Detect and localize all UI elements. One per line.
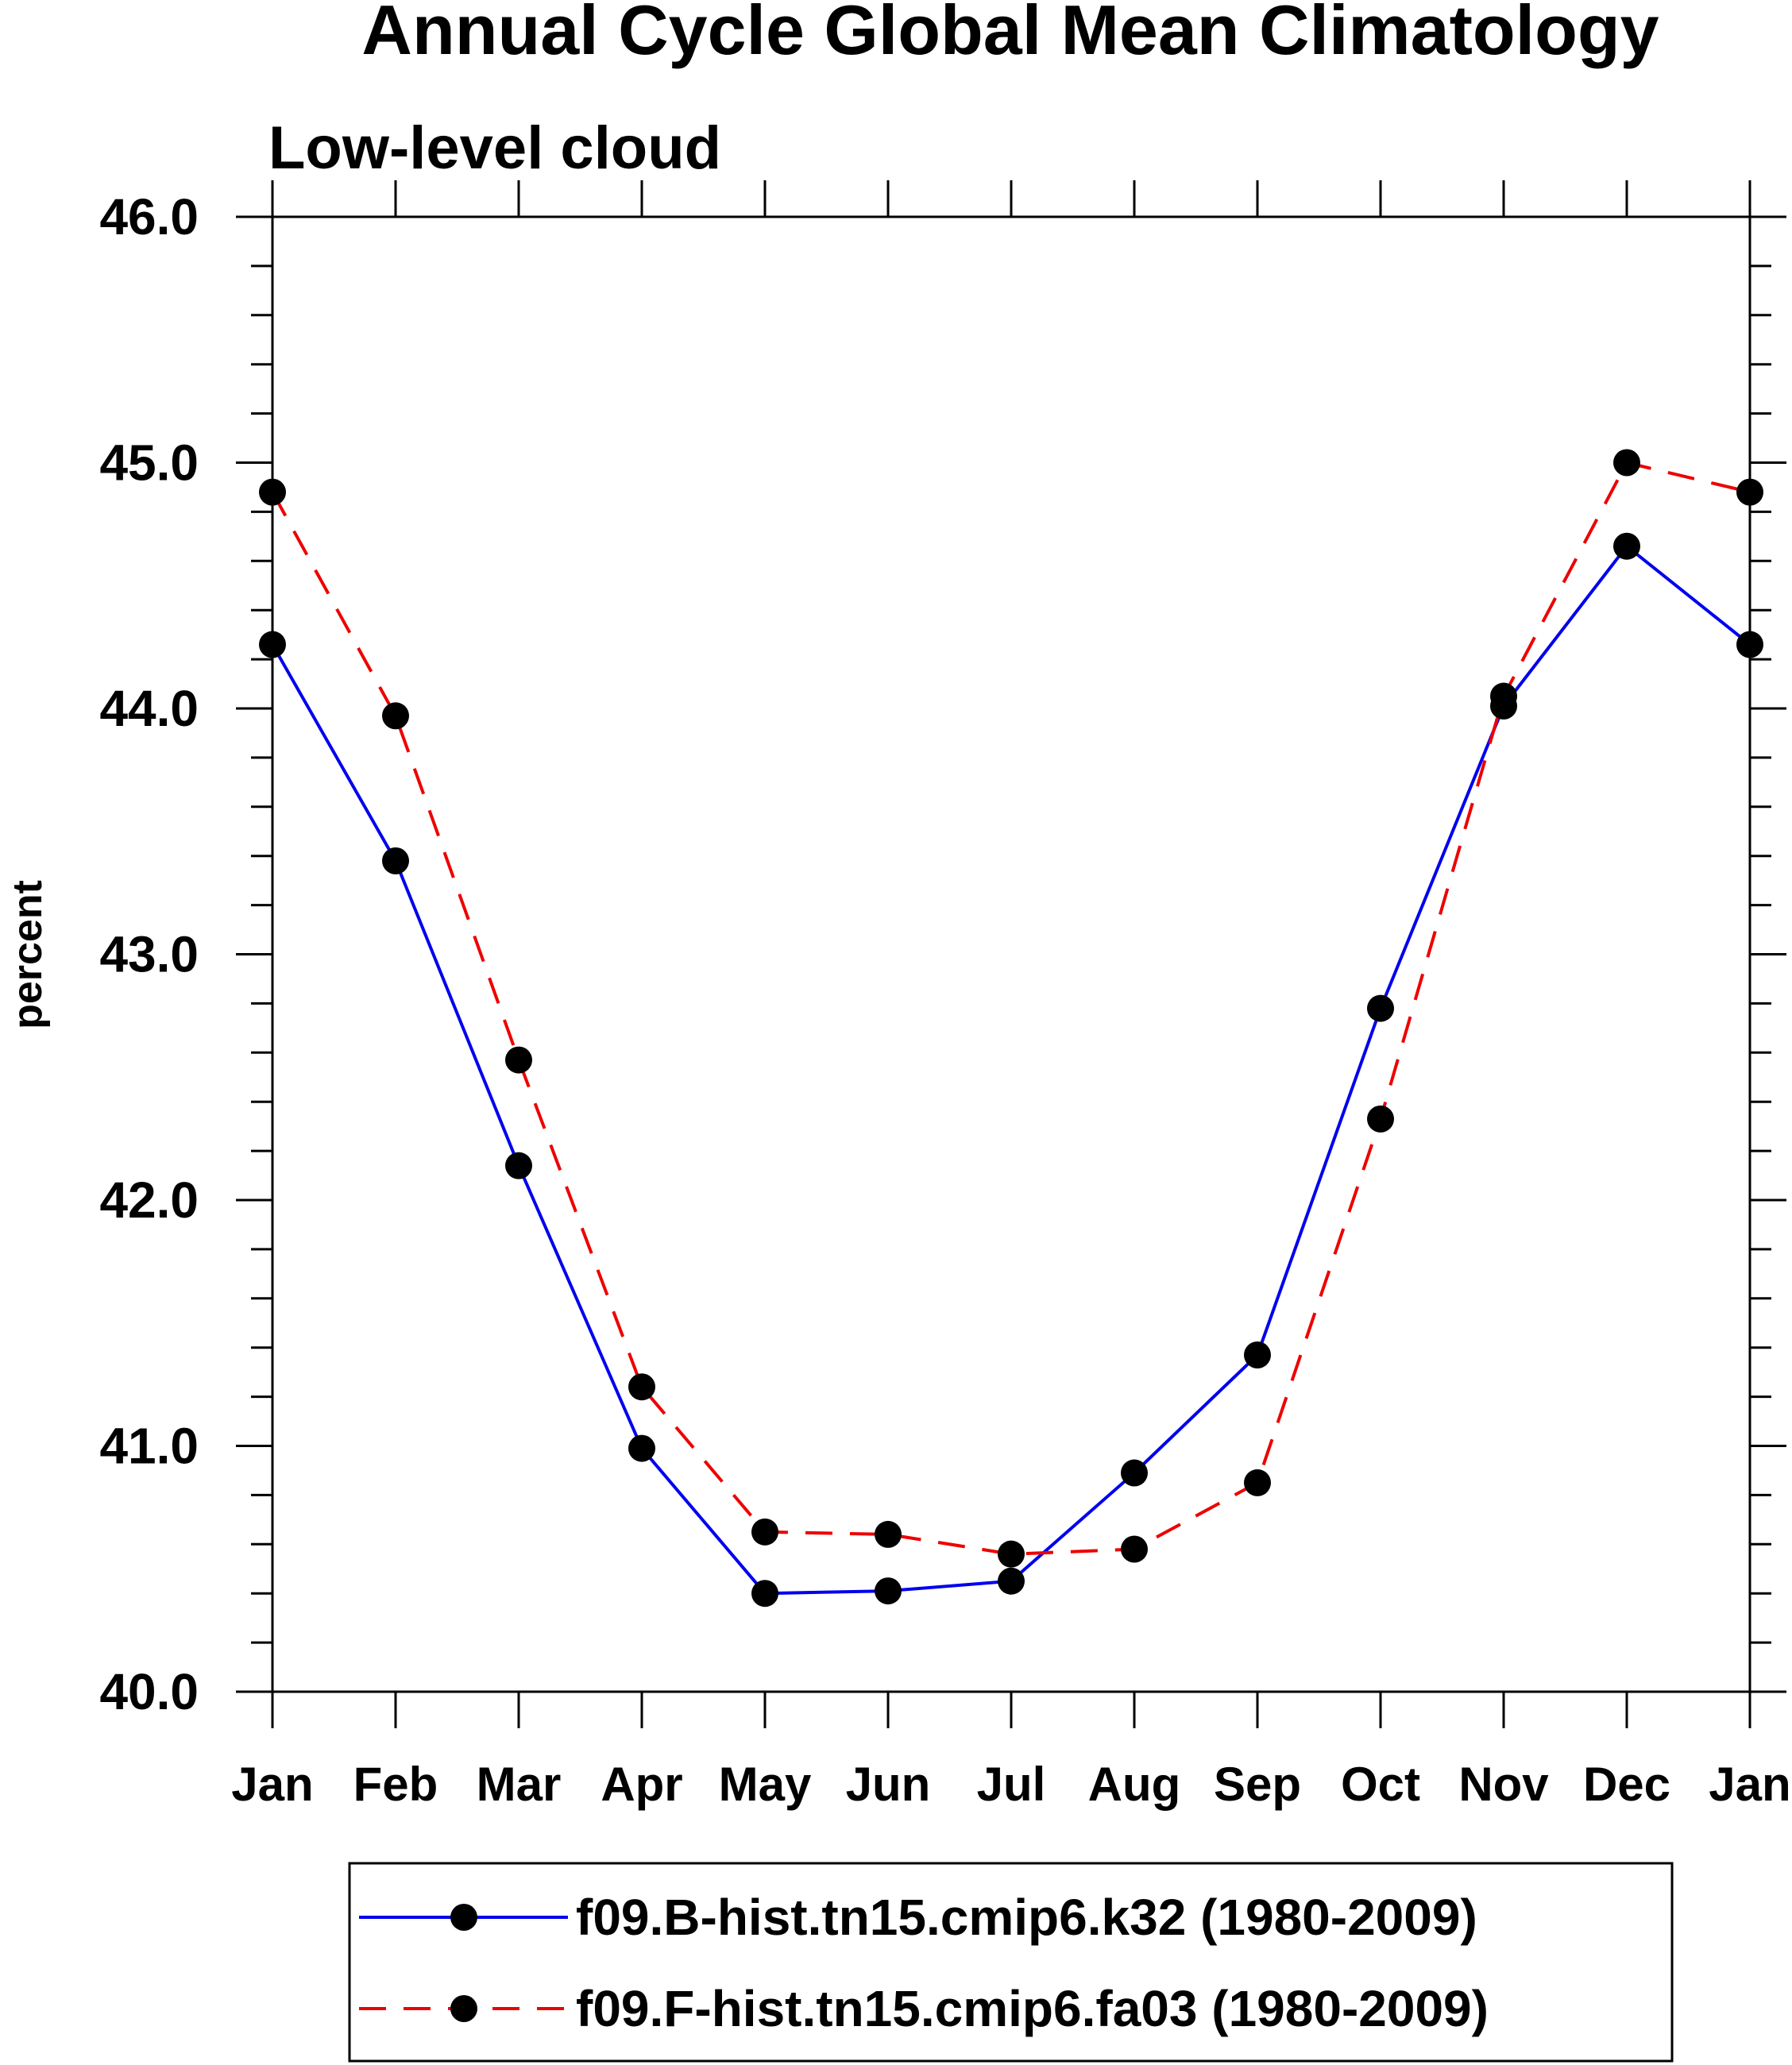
data-point-series-0 bbox=[1121, 1459, 1148, 1487]
x-tick-label: Aug bbox=[1088, 1758, 1181, 1811]
x-tick-label: Jan bbox=[1709, 1758, 1790, 1811]
y-tick-label: 44.0 bbox=[99, 680, 199, 737]
data-point-series-1 bbox=[1490, 682, 1517, 710]
data-point-series-1 bbox=[1736, 478, 1763, 506]
series-line-0 bbox=[271, 544, 1751, 1596]
y-tick-label: 45.0 bbox=[99, 434, 199, 492]
data-point-series-0 bbox=[875, 1577, 902, 1605]
x-tick-label: Mar bbox=[477, 1758, 562, 1811]
data-point-series-1 bbox=[505, 1046, 532, 1074]
x-tick-label: Nov bbox=[1458, 1758, 1549, 1811]
y-tick-label: 41.0 bbox=[99, 1418, 199, 1475]
x-tick-label: May bbox=[719, 1758, 812, 1811]
data-point-series-0 bbox=[628, 1434, 655, 1462]
data-point-series-0 bbox=[382, 847, 409, 874]
x-tick-label: Sep bbox=[1214, 1758, 1301, 1811]
legend: f09.B-hist.tn15.cmip6.k32 (1980-2009) f0… bbox=[348, 1862, 1674, 2063]
data-point-series-1 bbox=[1613, 449, 1640, 477]
data-point-series-1 bbox=[998, 1540, 1025, 1568]
legend-marker-series-0 bbox=[450, 1904, 477, 1931]
series-layer bbox=[259, 449, 1763, 1608]
data-point-series-0 bbox=[1736, 631, 1763, 658]
data-point-series-0 bbox=[751, 1580, 778, 1608]
data-point-series-0 bbox=[1613, 532, 1640, 560]
data-point-series-0 bbox=[505, 1152, 532, 1179]
data-point-series-1 bbox=[1244, 1469, 1271, 1496]
chart-subtitle: Low-level cloud bbox=[268, 114, 721, 182]
y-axis-label: percent bbox=[5, 880, 51, 1029]
data-point-series-1 bbox=[875, 1520, 902, 1548]
data-point-series-0 bbox=[1244, 1341, 1271, 1368]
y-tick-label: 40.0 bbox=[99, 1663, 199, 1720]
data-point-series-1 bbox=[259, 478, 286, 506]
data-point-series-0 bbox=[998, 1567, 1025, 1595]
y-tick-label: 46.0 bbox=[99, 188, 199, 245]
x-axis: Jan Feb Mar Apr May Jun Jul Aug Sep Oct Nov Dec Jan bbox=[231, 180, 1791, 1811]
data-point-series-1 bbox=[628, 1373, 655, 1401]
x-tick-label: Jul bbox=[977, 1758, 1046, 1811]
data-point-series-0 bbox=[1367, 994, 1394, 1022]
x-tick-label: Oct bbox=[1341, 1758, 1420, 1811]
plot-area bbox=[271, 215, 1751, 1693]
x-tick-label: Feb bbox=[353, 1758, 438, 1811]
legend-box bbox=[348, 1862, 1674, 2063]
x-tick-label: Jan bbox=[231, 1758, 313, 1811]
x-tick-label: Apr bbox=[601, 1758, 682, 1811]
data-point-series-1 bbox=[751, 1518, 778, 1546]
chart-title: Annual Cycle Global Mean Climatology bbox=[361, 0, 1659, 69]
series-line-1 bbox=[271, 461, 1751, 1556]
y-tick-label: 43.0 bbox=[99, 926, 199, 983]
x-tick-label: Jun bbox=[846, 1758, 931, 1811]
legend-label-series-0: f09.B-hist.tn15.cmip6.k32 (1980-2009) bbox=[576, 1889, 1477, 1946]
x-tick-label: Dec bbox=[1583, 1758, 1670, 1811]
y-axis: 40.0 41.0 42.0 43.0 44.0 45.0 46.0 bbox=[99, 188, 1786, 1720]
data-point-series-1 bbox=[1121, 1535, 1148, 1563]
y-tick-label: 42.0 bbox=[99, 1171, 199, 1229]
data-point-series-1 bbox=[382, 702, 409, 730]
data-point-series-1 bbox=[1367, 1105, 1394, 1133]
legend-marker-series-1 bbox=[450, 1995, 477, 2022]
data-point-series-0 bbox=[259, 631, 286, 658]
legend-label-series-1: f09.F-hist.tn15.cmip6.fa03 (1980-2009) bbox=[576, 1980, 1489, 2037]
